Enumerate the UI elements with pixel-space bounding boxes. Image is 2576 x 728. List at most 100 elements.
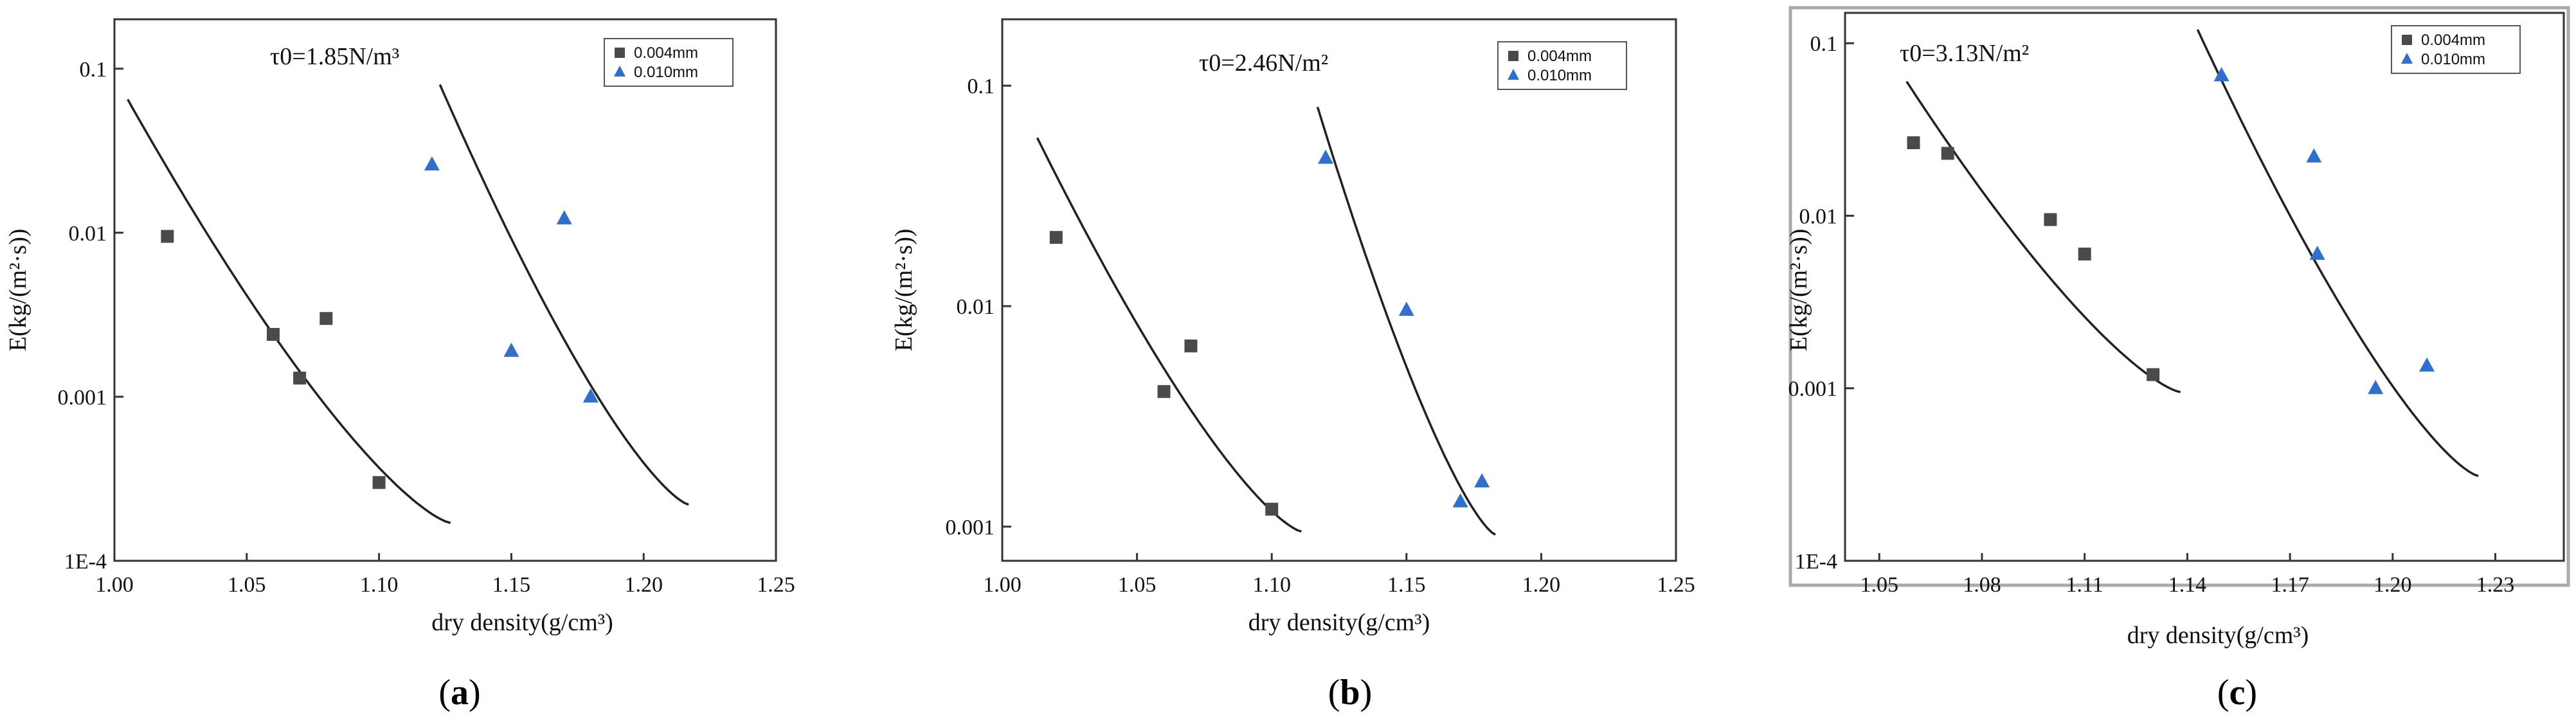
legend-b: 0.004mm 0.010mm: [1497, 41, 1627, 90]
axes-frame-c: [1844, 12, 2565, 562]
x-tick-label-a: 1.00: [95, 573, 134, 597]
x-tick-label-a: 1.20: [624, 573, 663, 597]
legend-box-b: [1497, 41, 1627, 90]
x-tick-label-c: 1.17: [2271, 573, 2309, 597]
x-axis-label-b: dry density(g/cm³): [1248, 609, 1430, 636]
data-point-square-a: [161, 230, 174, 243]
caption-letter-b: b: [1340, 673, 1360, 713]
annotation-b: τ0=2.46N/m²: [1199, 50, 1328, 77]
caption-letter-c: c: [2229, 673, 2246, 713]
data-point-triangle-c: [2306, 148, 2322, 163]
legend-box-c: [2391, 25, 2521, 74]
y-tick-label-c: 0.01: [1799, 205, 1838, 228]
x-tick-label-c: 1.23: [2476, 573, 2515, 597]
data-point-triangle-b: [1474, 473, 1490, 487]
y-tick-label-c: 1E-4: [1795, 550, 1837, 574]
data-point-triangle-c: [2368, 379, 2384, 394]
x-tick-label-b: 1.20: [1522, 573, 1561, 597]
x-tick-label-c: 1.11: [2066, 573, 2103, 597]
data-point-triangle-a: [424, 156, 440, 171]
data-point-square-c: [2044, 213, 2057, 226]
y-axis-label-a: E(kg/(m²·s)): [5, 229, 32, 352]
annotation-c: τ0=3.13N/m²: [1900, 40, 2029, 67]
data-point-square-c: [2147, 368, 2160, 381]
y-tick-label-c: 0.1: [1810, 32, 1838, 56]
data-point-triangle-a: [503, 342, 519, 357]
data-point-square-a: [372, 476, 386, 489]
legend-marker-square-b: [1508, 51, 1518, 61]
legend-marker-triangle-a: [614, 66, 626, 77]
legend-marker-square-c: [2402, 35, 2412, 45]
legend-label-a: 0.004mm: [634, 44, 698, 62]
y-axis-label-c: E(kg/(m²·s)): [1785, 229, 1812, 352]
x-tick-label-b: 1.15: [1387, 573, 1426, 597]
data-point-square-a: [320, 312, 333, 325]
legend-label-b: 0.010mm: [1527, 67, 1592, 84]
x-axis-label-a: dry density(g/cm³): [431, 609, 613, 636]
axes-frame-b: [1001, 18, 1677, 562]
x-tick-label-a: 1.05: [228, 573, 266, 597]
legend-marker-triangle-b: [1508, 69, 1519, 80]
panel-c: τ0=3.13N/m² dry density(g/cm³) E(kg/(m²·…: [1785, 6, 2570, 713]
x-axis-label-c: dry density(g/cm³): [2127, 622, 2309, 649]
panel-frame-c: [1788, 6, 2570, 587]
y-tick-label-b: 0.001: [946, 516, 995, 540]
fit-curve-0010mm-c: [2196, 29, 2479, 477]
fit-curve-0010mm-b: [1316, 106, 1496, 536]
y-tick-label-c: 0.001: [1788, 378, 1838, 401]
panel-b: τ0=2.46N/m² dry density(g/cm³) E(kg/(m²·…: [890, 18, 1695, 713]
x-tick-label-a: 1.25: [757, 573, 795, 597]
caption-a: (a): [438, 673, 480, 713]
legend-label-c: 0.004mm: [2421, 32, 2485, 49]
data-point-triangle-b: [1318, 149, 1334, 164]
y-tick-label-a: 0.01: [69, 222, 107, 246]
legend-label-c: 0.010mm: [2421, 51, 2485, 68]
x-tick-label-b: 1.05: [1118, 573, 1157, 597]
data-point-triangle-b: [1398, 302, 1414, 316]
fit-curve-0004mm-b: [1036, 137, 1302, 533]
data-point-square-a: [266, 327, 280, 341]
data-point-square-a: [293, 371, 307, 385]
annotation-a: τ0=1.85N/m³: [270, 43, 399, 70]
x-tick-label-b: 1.25: [1657, 573, 1695, 597]
legend-marker-triangle-c: [2401, 53, 2413, 64]
data-point-triangle-a: [556, 210, 572, 224]
legend-label-b: 0.004mm: [1527, 48, 1592, 65]
data-point-square-c: [1941, 147, 1954, 160]
x-tick-label-c: 1.14: [2168, 573, 2207, 597]
data-point-square-b: [1184, 339, 1198, 352]
data-point-square-b: [1049, 231, 1063, 244]
y-axis-label-b: E(kg/(m²·s)): [890, 229, 917, 352]
data-point-square-b: [1157, 385, 1171, 398]
caption-c: (c): [2217, 673, 2257, 713]
x-tick-label-b: 1.10: [1252, 573, 1291, 597]
caption-letter-a: a: [451, 673, 469, 713]
y-tick-label-a: 0.001: [58, 386, 107, 410]
data-point-triangle-c: [2213, 67, 2229, 82]
panel-a: τ0=1.85N/m³ dry density(g/cm³) E(kg/(m²·…: [5, 18, 795, 713]
axes-frame-a: [113, 18, 777, 562]
fit-curve-0010mm-a: [438, 84, 689, 506]
data-point-square-c: [2078, 248, 2091, 261]
fit-curve-0004mm-c: [1905, 80, 2181, 394]
data-point-triangle-c: [2419, 357, 2435, 372]
legend-box-a: [604, 38, 734, 87]
y-tick-label-a: 1E-4: [64, 550, 107, 574]
data-point-square-b: [1265, 502, 1279, 516]
y-tick-label-b: 0.01: [957, 295, 995, 319]
x-tick-label-a: 1.10: [360, 573, 399, 597]
data-point-triangle-c: [2309, 246, 2325, 260]
fit-curve-0004mm-a: [127, 98, 451, 524]
x-tick-label-b: 1.00: [983, 573, 1022, 597]
x-tick-label-a: 1.15: [492, 573, 531, 597]
data-point-square-c: [1907, 136, 1920, 149]
legend-a: 0.004mm 0.010mm: [604, 38, 734, 87]
x-tick-label-c: 1.20: [2373, 573, 2412, 597]
y-tick-label-a: 0.1: [80, 58, 107, 82]
legend-marker-square-a: [615, 48, 625, 58]
legend-c: 0.004mm 0.010mm: [2391, 25, 2521, 74]
legend-label-a: 0.010mm: [634, 64, 698, 81]
caption-b: (b): [1328, 673, 1372, 713]
x-tick-label-c: 1.08: [1963, 573, 2001, 597]
